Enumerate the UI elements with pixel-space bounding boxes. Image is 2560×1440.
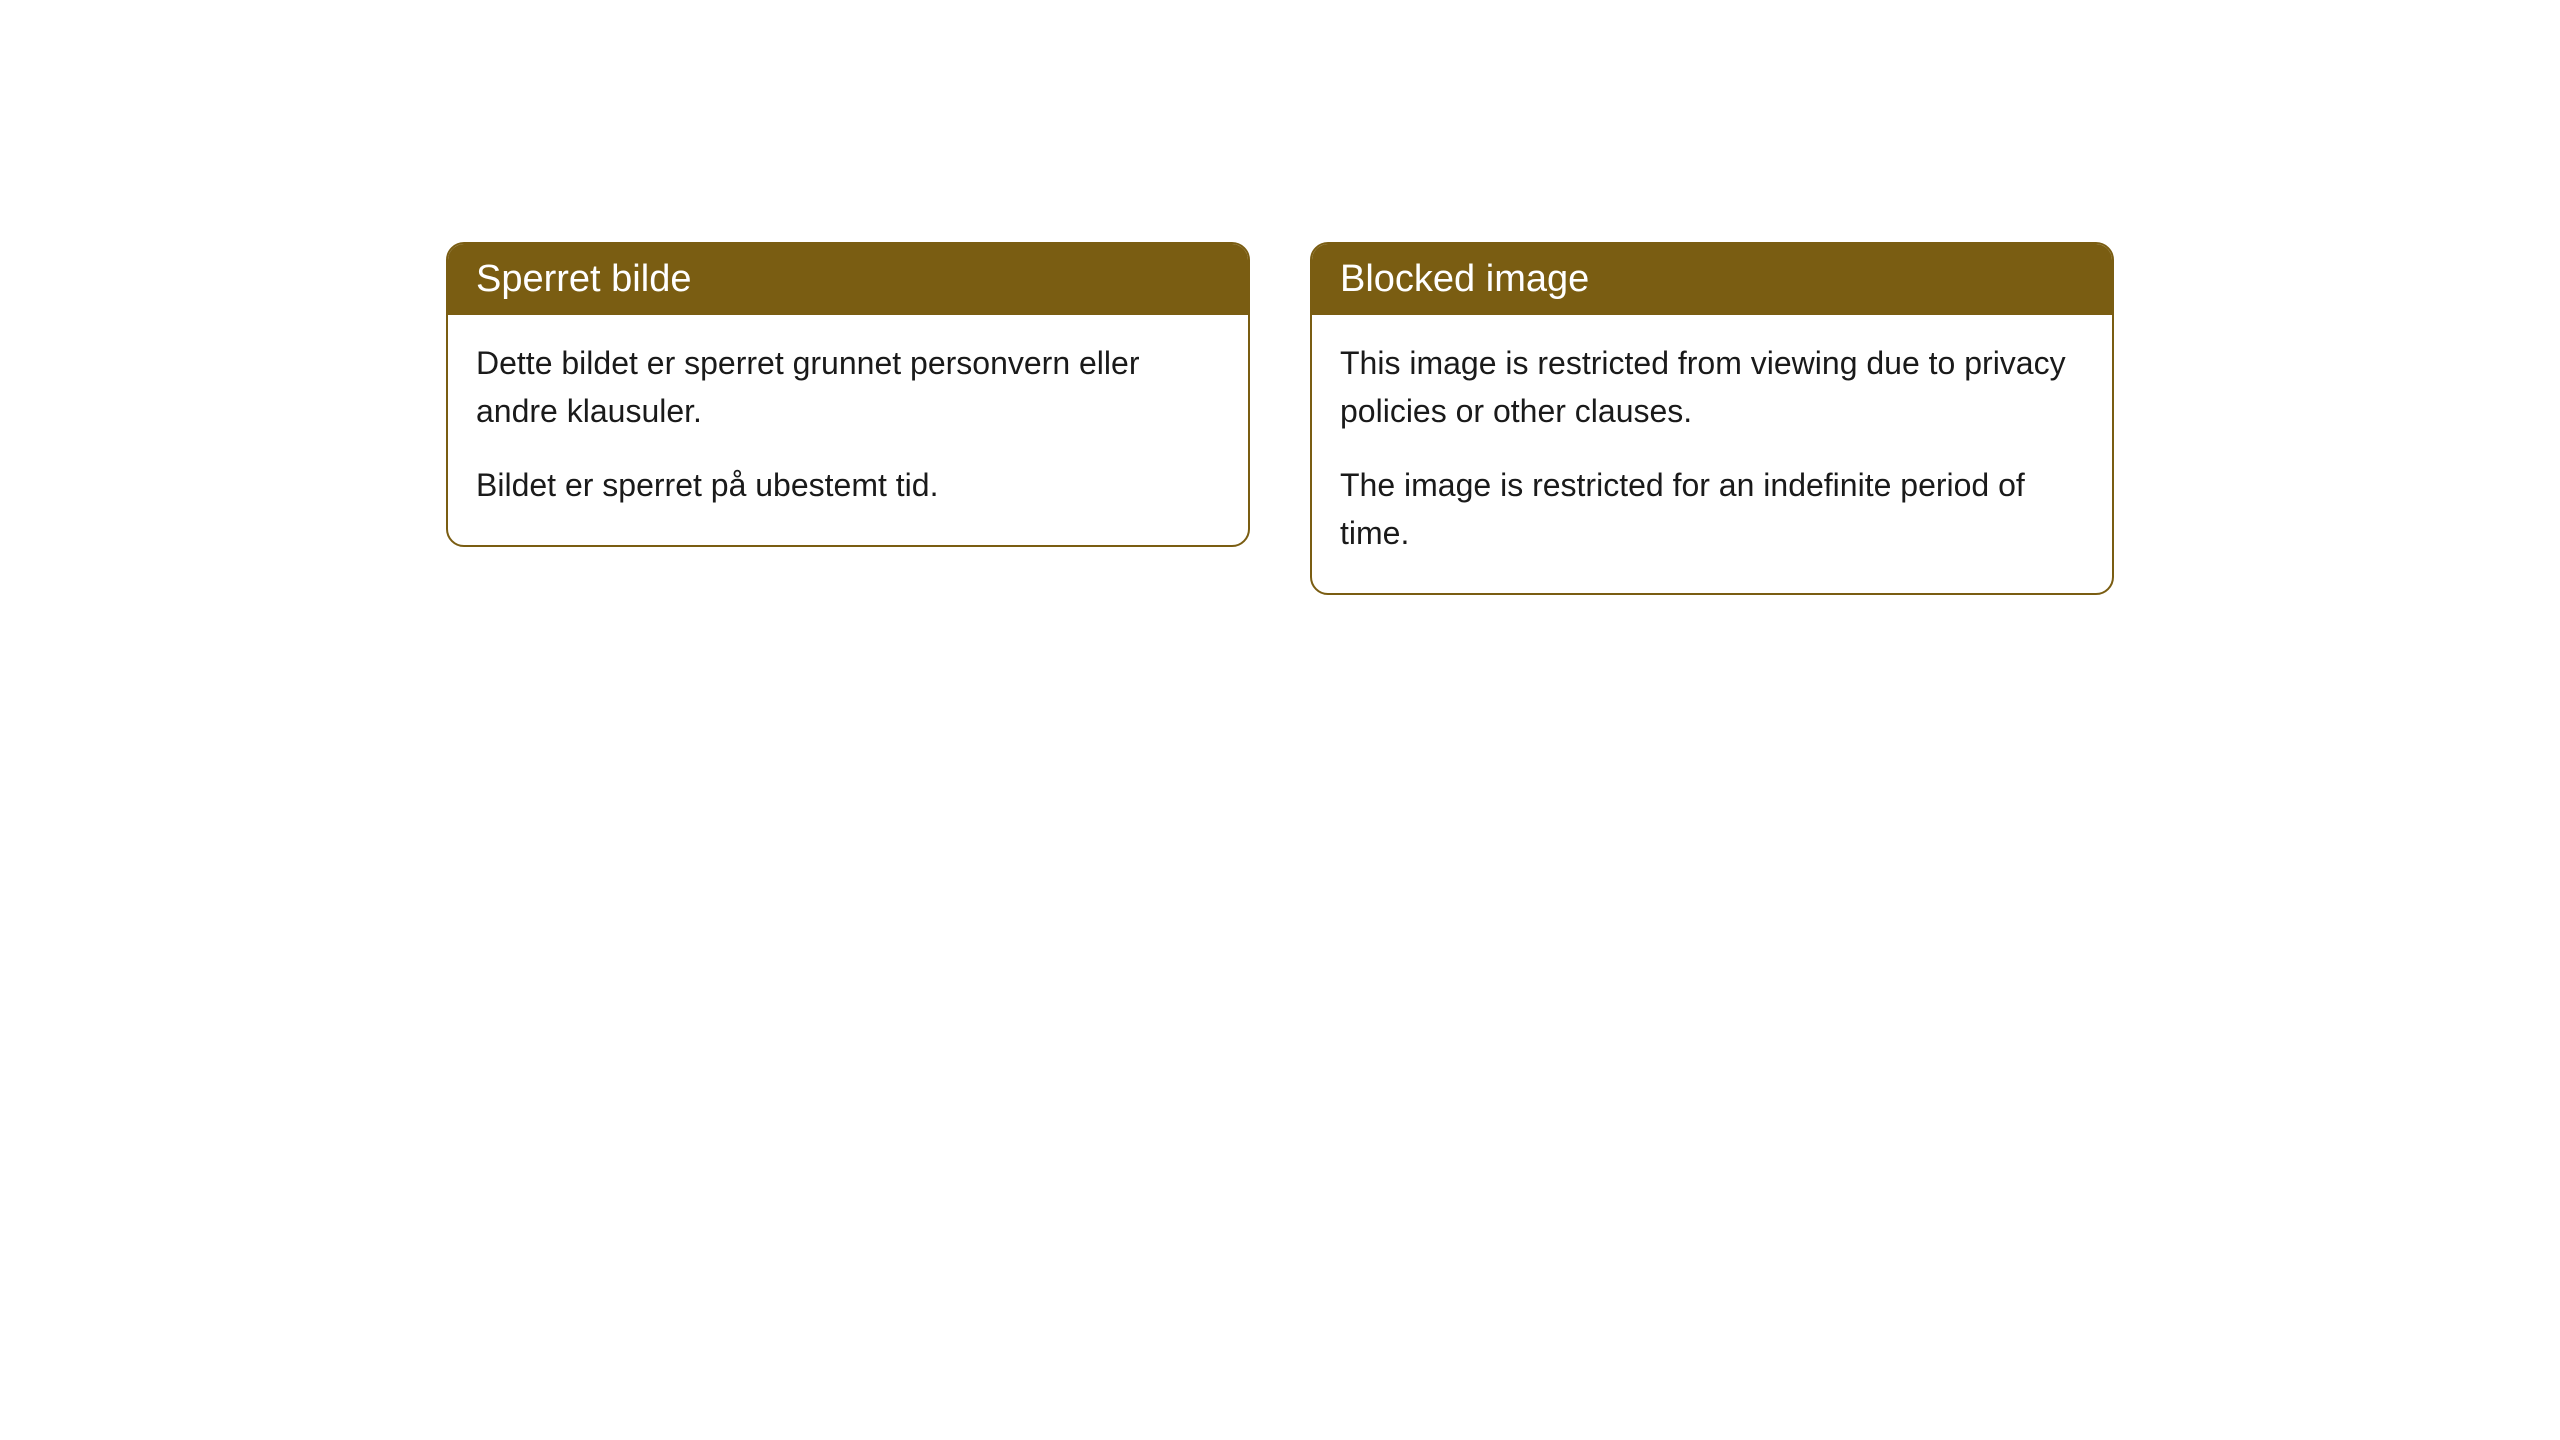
card-title-norwegian: Sperret bilde: [476, 258, 691, 300]
card-paragraph-1-norwegian: Dette bildet er sperret grunnet personve…: [476, 339, 1220, 435]
card-paragraph-2-norwegian: Bildet er sperret på ubestemt tid.: [476, 461, 1220, 509]
card-header-norwegian: Sperret bilde: [448, 244, 1248, 315]
notice-cards-container: Sperret bilde Dette bildet er sperret gr…: [446, 242, 2114, 1440]
card-paragraph-2-english: The image is restricted for an indefinit…: [1340, 461, 2084, 557]
notice-card-norwegian: Sperret bilde Dette bildet er sperret gr…: [446, 242, 1250, 547]
card-body-english: This image is restricted from viewing du…: [1312, 315, 2112, 593]
notice-card-english: Blocked image This image is restricted f…: [1310, 242, 2114, 595]
card-body-norwegian: Dette bildet er sperret grunnet personve…: [448, 315, 1248, 545]
card-title-english: Blocked image: [1340, 258, 1589, 300]
card-paragraph-1-english: This image is restricted from viewing du…: [1340, 339, 2084, 435]
card-header-english: Blocked image: [1312, 244, 2112, 315]
